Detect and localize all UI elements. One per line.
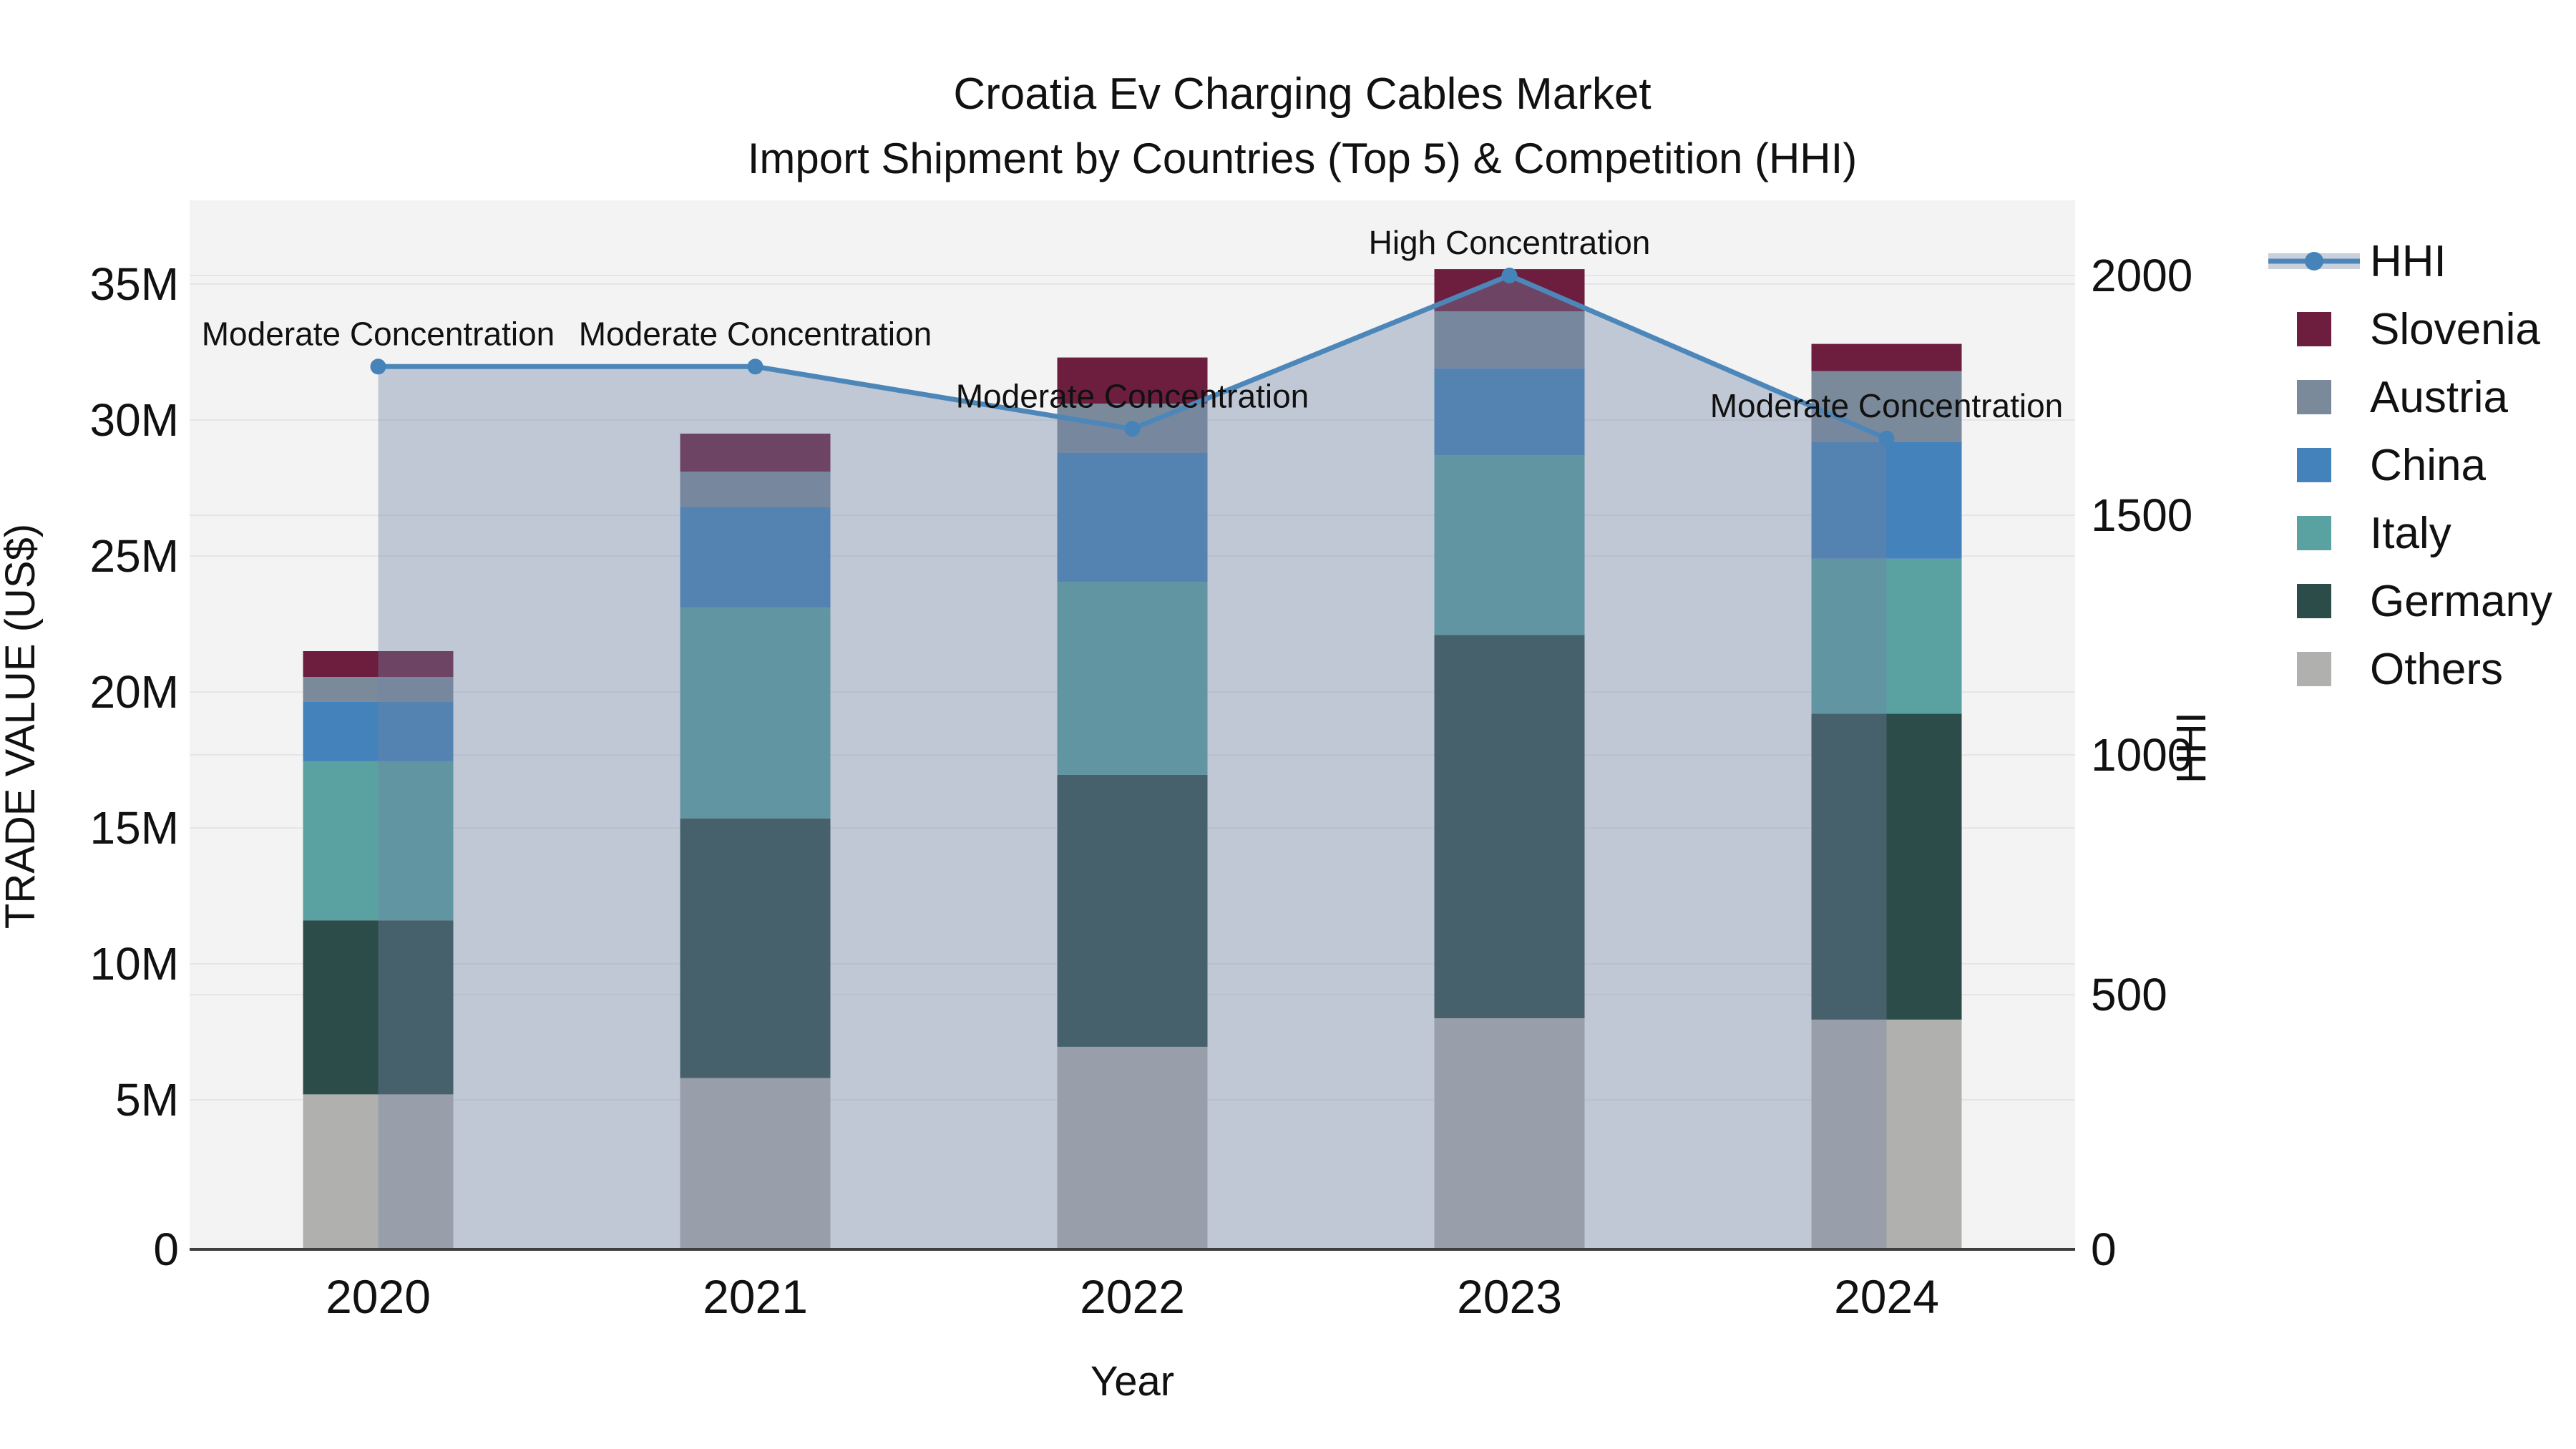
chart-subtitle: Import Shipment by Countries (Top 5) & C… xyxy=(748,135,1858,182)
y-left-tick-30M: 30M xyxy=(90,394,180,446)
legend-label: Others xyxy=(2370,645,2503,694)
hhi-marker-2023[interactable] xyxy=(1501,268,1518,283)
bar-segment-2020-germany[interactable] xyxy=(303,920,454,1095)
hhi-marker-2021[interactable] xyxy=(747,358,763,375)
bar-series xyxy=(303,269,1962,1249)
legend-item-china[interactable]: China xyxy=(2297,441,2487,490)
y-right-tick-0: 0 xyxy=(2091,1224,2117,1275)
y-right-tick-1000: 1000 xyxy=(2091,729,2192,781)
legend-item-others[interactable]: Others xyxy=(2297,645,2503,694)
y-left-tick-5M: 5M xyxy=(115,1074,179,1126)
annotation-2021: Moderate Concentration xyxy=(579,315,932,352)
bar-segment-2023-austria[interactable] xyxy=(1434,311,1585,369)
legend-label: China xyxy=(2370,441,2487,490)
legend-swatch-icon xyxy=(2297,652,2331,686)
bar-segment-2020-slovenia[interactable] xyxy=(303,651,454,678)
bar-segment-2024-germany[interactable] xyxy=(1811,713,1962,1020)
y-left-axis-title: TRADE VALUE (US$) xyxy=(0,524,44,929)
legend-swatch-icon xyxy=(2297,312,2331,346)
bar-segment-2024-china[interactable] xyxy=(1811,441,1962,559)
bar-segment-2022-others[interactable] xyxy=(1057,1046,1208,1249)
legend-item-germany[interactable]: Germany xyxy=(2297,577,2552,626)
bar-segment-2021-italy[interactable] xyxy=(680,608,831,819)
legend: HHI Slovenia Austria China Italy Germany Other… xyxy=(2268,237,2552,694)
bar-segment-2021-austria[interactable] xyxy=(680,472,831,507)
x-tick-2022: 2022 xyxy=(1080,1270,1185,1323)
bar-segment-2023-others[interactable] xyxy=(1434,1018,1585,1249)
legend-hhi-marker-icon xyxy=(2305,252,2323,270)
x-axis-title: Year xyxy=(1091,1358,1174,1405)
bar-segment-2024-italy[interactable] xyxy=(1811,558,1962,714)
y-left-tick-20M: 20M xyxy=(90,666,180,718)
bar-segment-2022-italy[interactable] xyxy=(1057,582,1208,775)
bar-segment-2024-others[interactable] xyxy=(1811,1019,1962,1249)
bar-segment-2023-china[interactable] xyxy=(1434,368,1585,456)
bar-segment-2021-germany[interactable] xyxy=(680,818,831,1078)
bar-segment-2021-slovenia[interactable] xyxy=(680,434,831,472)
x-tick-2024: 2024 xyxy=(1834,1270,1939,1323)
bar-segment-2023-italy[interactable] xyxy=(1434,455,1585,635)
bar-segment-2023-germany[interactable] xyxy=(1434,635,1585,1018)
annotation-2023: High Concentration xyxy=(1369,224,1651,261)
legend-label: Slovenia xyxy=(2370,305,2540,354)
bar-segment-2024-austria[interactable] xyxy=(1811,371,1962,442)
y-right-tick-2000: 2000 xyxy=(2091,250,2192,301)
legend-label: Austria xyxy=(2370,373,2508,422)
bar-segment-2020-others[interactable] xyxy=(303,1094,454,1249)
bar-segment-2020-italy[interactable] xyxy=(303,761,454,921)
legend-item-italy[interactable]: Italy xyxy=(2297,509,2451,558)
y-left-tick-25M: 25M xyxy=(90,530,180,582)
bar-segment-2021-others[interactable] xyxy=(680,1078,831,1249)
hhi-area-fill xyxy=(378,275,1887,1249)
legend-item-slovenia[interactable]: Slovenia xyxy=(2297,305,2540,354)
legend-swatch-icon xyxy=(2297,584,2331,618)
bar-segment-2024-slovenia[interactable] xyxy=(1811,343,1962,371)
bar-segment-2020-china[interactable] xyxy=(303,701,454,761)
y-right-tick-1500: 1500 xyxy=(2091,489,2192,541)
y-left-tick-0: 0 xyxy=(153,1224,179,1275)
bar-segment-2022-germany[interactable] xyxy=(1057,774,1208,1047)
bar-segment-2020-austria[interactable] xyxy=(303,677,454,702)
legend-item-hhi[interactable]: HHI xyxy=(2268,237,2446,286)
y-right-tick-500: 500 xyxy=(2091,969,2167,1020)
legend-label: Germany xyxy=(2370,577,2552,626)
y-left-tick-15M: 15M xyxy=(90,802,180,854)
x-tick-2021: 2021 xyxy=(703,1270,808,1323)
x-tick-2020: 2020 xyxy=(326,1270,431,1323)
legend-label: Italy xyxy=(2370,509,2451,558)
x-tick-2023: 2023 xyxy=(1457,1270,1562,1323)
annotation-2022: Moderate Concentration xyxy=(956,377,1309,414)
y-left-tick-10M: 10M xyxy=(90,938,180,990)
hhi-marker-2020[interactable] xyxy=(370,358,386,375)
legend-item-austria[interactable]: Austria xyxy=(2297,373,2508,422)
legend-swatch-icon xyxy=(2297,380,2331,414)
bar-segment-2022-china[interactable] xyxy=(1057,452,1208,582)
annotation-2020: Moderate Concentration xyxy=(202,315,555,352)
y-right-axis-title: HHI xyxy=(2168,712,2215,784)
bar-segment-2022-slovenia[interactable] xyxy=(1057,357,1208,404)
legend-label: HHI xyxy=(2370,237,2446,286)
legend-swatch-icon xyxy=(2297,516,2331,550)
bar-segment-2021-china[interactable] xyxy=(680,507,831,608)
y-left-tick-35M: 35M xyxy=(90,258,180,310)
chart-title: Croatia Ev Charging Cables Market xyxy=(953,69,1651,119)
legend-swatch-icon xyxy=(2297,448,2331,482)
annotation-2024: Moderate Concentration xyxy=(1710,387,2064,424)
hhi-marker-2024[interactable] xyxy=(1878,430,1895,447)
hhi-marker-2022[interactable] xyxy=(1124,421,1141,437)
